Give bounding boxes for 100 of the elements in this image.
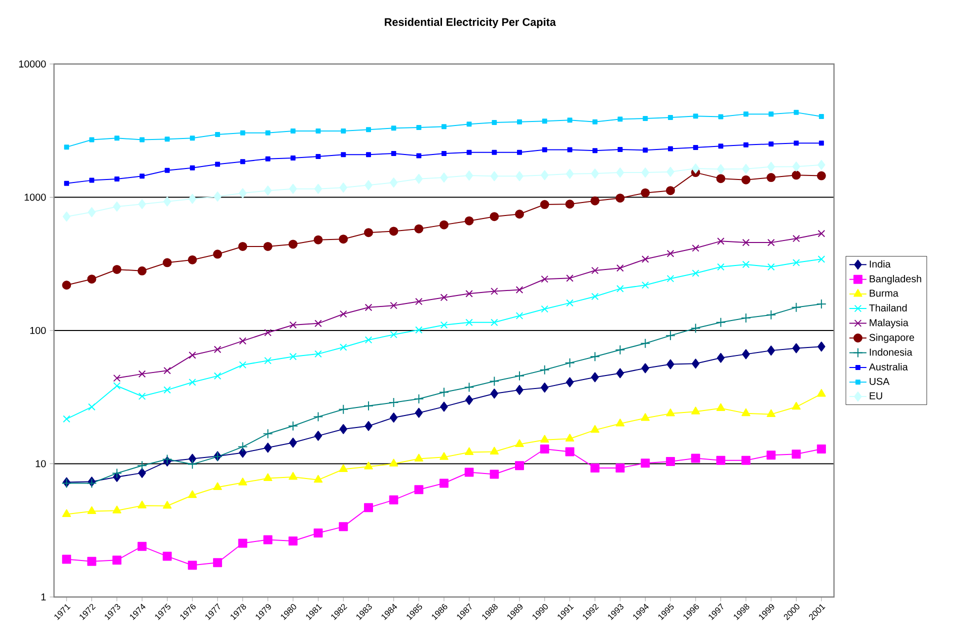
point <box>214 192 222 202</box>
legend-label: Burma <box>870 290 898 297</box>
point <box>238 448 247 458</box>
point <box>465 394 474 405</box>
point <box>238 242 248 251</box>
point <box>818 114 824 119</box>
point <box>792 258 800 266</box>
point <box>364 228 374 238</box>
point <box>137 460 148 471</box>
point <box>515 439 524 448</box>
point <box>591 292 599 300</box>
point <box>490 470 499 479</box>
point <box>640 188 650 198</box>
point <box>138 266 147 276</box>
point <box>289 184 297 194</box>
point <box>640 413 650 421</box>
point <box>314 320 322 328</box>
point <box>641 363 650 374</box>
point <box>792 170 801 180</box>
point <box>516 119 522 124</box>
point <box>666 359 674 370</box>
point <box>718 144 724 149</box>
point <box>164 386 171 394</box>
point <box>187 459 198 470</box>
point <box>591 266 599 274</box>
point <box>415 298 423 306</box>
point <box>138 542 147 551</box>
point <box>592 119 598 124</box>
point <box>238 538 248 548</box>
point <box>465 318 473 326</box>
point <box>693 114 698 119</box>
point <box>716 403 726 411</box>
point <box>263 535 272 544</box>
point <box>768 141 774 146</box>
point <box>265 130 270 136</box>
point <box>265 156 270 162</box>
point <box>114 176 120 182</box>
point <box>164 136 170 142</box>
point <box>239 361 246 369</box>
point <box>590 196 600 206</box>
point <box>792 162 800 172</box>
point <box>666 250 674 258</box>
chart-title: Residential Electricity Per Capita <box>384 18 556 28</box>
point <box>618 147 623 152</box>
point <box>215 132 220 137</box>
point <box>314 474 323 483</box>
point <box>642 281 649 289</box>
point <box>389 495 398 504</box>
point <box>339 424 348 434</box>
point <box>188 490 197 498</box>
point <box>768 112 774 117</box>
point <box>440 172 448 183</box>
point <box>389 458 398 466</box>
point <box>616 168 624 178</box>
point <box>114 136 120 141</box>
point <box>565 447 574 456</box>
point <box>264 186 272 196</box>
y-tick-label: 1 <box>41 594 46 600</box>
point <box>818 255 826 263</box>
point <box>818 342 826 352</box>
point <box>818 160 826 170</box>
point <box>364 304 372 312</box>
point <box>440 452 448 460</box>
point <box>64 144 70 150</box>
point <box>567 118 572 123</box>
point <box>767 263 775 271</box>
point <box>140 137 145 142</box>
point <box>391 150 396 156</box>
point <box>465 290 473 298</box>
point <box>238 442 248 452</box>
point <box>590 425 600 433</box>
point <box>62 280 72 290</box>
point <box>88 207 96 218</box>
point <box>188 378 196 386</box>
point <box>164 168 170 173</box>
point <box>665 330 676 341</box>
point <box>264 356 272 364</box>
point <box>288 420 298 431</box>
point <box>188 194 196 204</box>
point <box>290 156 296 161</box>
point <box>540 305 548 313</box>
point <box>692 244 700 252</box>
point <box>618 116 623 122</box>
point <box>89 178 94 183</box>
point <box>792 450 801 459</box>
point <box>792 402 801 410</box>
point <box>616 284 624 292</box>
point <box>440 220 449 230</box>
point <box>240 159 246 164</box>
point <box>492 120 497 125</box>
point <box>766 450 776 460</box>
point <box>640 458 650 468</box>
point <box>666 274 674 282</box>
point <box>742 408 750 416</box>
point <box>439 387 449 398</box>
point <box>465 170 474 181</box>
point <box>289 438 297 448</box>
point <box>188 560 197 570</box>
point <box>440 402 448 412</box>
point <box>138 468 146 478</box>
